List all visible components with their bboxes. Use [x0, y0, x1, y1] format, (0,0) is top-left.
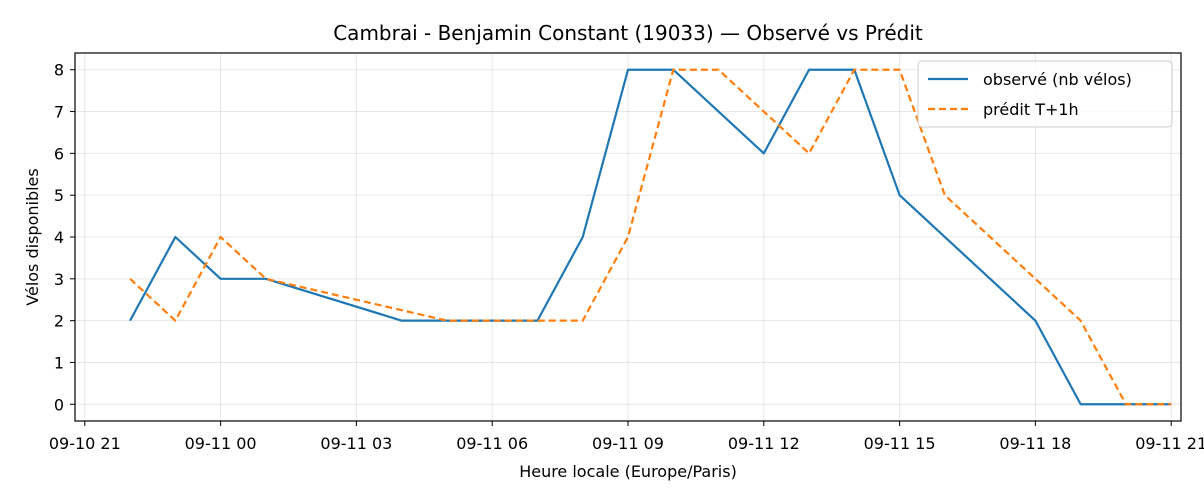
y-tick-label: 0	[54, 395, 64, 414]
y-tick-label: 7	[54, 103, 64, 122]
x-tick-label: 09-11 09	[592, 434, 664, 453]
y-axis-label: Vélos disponibles	[23, 168, 42, 305]
x-tick-label: 09-11 18	[999, 434, 1071, 453]
y-tick-label: 4	[54, 228, 64, 247]
y-tick-label: 6	[54, 144, 64, 163]
y-tick-label: 3	[54, 270, 64, 289]
x-tick-label: 09-11 00	[185, 434, 257, 453]
legend: observé (nb vélos) prédit T+1h	[917, 60, 1173, 128]
y-tick-label: 5	[54, 186, 64, 205]
y-tick-label: 2	[54, 312, 64, 331]
legend-label-predicted: prédit T+1h	[983, 100, 1079, 119]
x-axis: 09-10 21 09-11 00 09-11 03 09-11 06 09-11 09…	[49, 421, 1204, 453]
x-tick-label: 09-11 03	[320, 434, 392, 453]
chart-title: Cambrai - Benjamin Constant (19033) — Ob…	[333, 21, 923, 45]
x-tick-label: 09-11 06	[456, 434, 528, 453]
x-tick-label: 09-10 21	[49, 434, 121, 453]
y-tick-label: 8	[54, 61, 64, 80]
series-line-predicted	[129, 68, 1172, 406]
legend-box	[917, 60, 1173, 128]
x-tick-label: 09-11 15	[864, 434, 936, 453]
series-line-observed	[129, 68, 1172, 406]
x-axis-label: Heure locale (Europe/Paris)	[519, 462, 737, 481]
series-layer	[129, 68, 1172, 406]
x-tick-label: 09-11 21	[1135, 434, 1204, 453]
y-axis: 0 1 2 3 4 5 6 7 8	[54, 61, 75, 414]
legend-label-observed: observé (nb vélos)	[983, 70, 1132, 89]
x-tick-label: 09-11 12	[728, 434, 800, 453]
y-tick-label: 1	[54, 353, 64, 372]
